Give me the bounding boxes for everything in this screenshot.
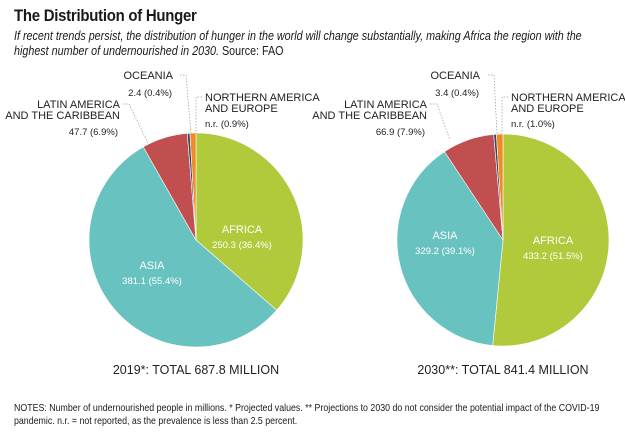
label-northern-america-europe-value: n.r. (1.0%) [511,119,555,130]
label-latin-america-name-2: AND THE CARIBBEAN [312,110,427,122]
chart-notes: NOTES: Number of undernourished people i… [14,402,600,427]
label-africa-value: 250.3 (36.4%) [212,240,272,251]
label-asia-value: 329.2 (39.1%) [415,246,475,257]
label-asia-name: ASIA [432,230,458,242]
label-africa-name: AFRICA [533,235,574,247]
chart-subtitle: If recent trends persist, the distributi… [14,29,599,59]
label-northern-america-europe-name-2: AND EUROPE [511,103,584,115]
label-northern-america-europe-value: n.r. (0.9%) [205,119,249,130]
label-africa-name: AFRICA [222,224,263,236]
label-oceania-name: OCEANIA [430,70,480,82]
slice-northern-america-europe [496,133,504,241]
label-africa-value: 433.2 (51.5%) [523,251,583,262]
slice-africa [492,133,610,347]
label-oceania-value: 2.4 (0.4%) [128,88,172,99]
label-oceania-value: 3.4 (0.4%) [435,88,479,99]
leader-line-northern-america-europe [195,96,202,134]
label-latin-america-value: 66.9 (7.9%) [376,127,425,138]
label-latin-america-name-1: LATIN AMERICA [37,99,121,111]
label-northern-america-europe-name-1: NORTHERN AMERICA [205,92,320,104]
pie-1 [396,74,610,347]
label-northern-america-europe-name-2: AND EUROPE [205,103,278,115]
label-latin-america-value: 47.7 (6.9%) [69,127,118,138]
label-oceania-name: OCEANIA [123,70,173,82]
pie-caption: 2030**: TOTAL 841.4 MILLION [417,363,588,377]
slice-asia [88,146,278,348]
leader-line-latin-america [123,103,149,144]
label-northern-america-europe-name-1: NORTHERN AMERICA [511,92,625,104]
slice-africa [195,132,304,311]
label-latin-america-name-1: LATIN AMERICA [344,99,428,111]
source-text: Source: FAO [221,44,284,58]
label-asia-name: ASIA [139,260,165,272]
subtitle-text: If recent trends persist, the distributi… [14,29,582,58]
pie-0 [88,74,304,348]
leader-line-oceania [180,74,192,135]
leader-line-oceania [488,74,498,135]
leader-line-northern-america-europe [501,96,508,134]
label-asia-value: 381.1 (55.4%) [122,276,182,287]
leader-line-latin-america [430,103,451,141]
pie-caption: 2019*: TOTAL 687.8 MILLION [113,363,279,377]
chart-title: The Distribution of Hunger [14,6,197,25]
label-latin-america-name-2: AND THE CARIBBEAN [5,110,120,122]
